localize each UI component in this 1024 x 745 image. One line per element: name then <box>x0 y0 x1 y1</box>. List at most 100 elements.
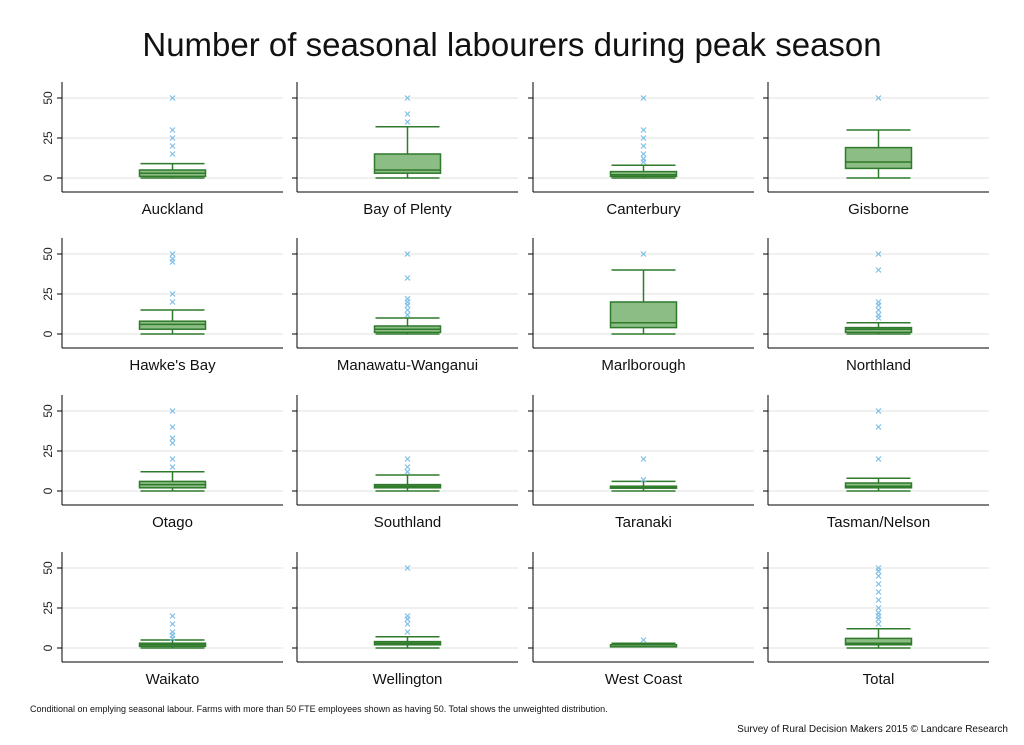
outlier-marker <box>404 464 411 470</box>
outlier-marker <box>169 255 176 262</box>
y-tick-label: 50 <box>41 247 55 261</box>
y-tick-label: 0 <box>41 330 55 337</box>
panel: Wellington <box>292 552 518 688</box>
y-tick-label: 25 <box>41 601 55 615</box>
panel: Gisborne <box>763 82 989 218</box>
panel-label: Canterbury <box>606 201 681 218</box>
iqr-box <box>844 146 913 170</box>
panel-label: Bay of Plenty <box>363 201 452 218</box>
outlier-marker <box>875 621 882 627</box>
panel: Total <box>763 552 989 688</box>
y-tick-label: 50 <box>41 404 55 418</box>
panel-label: Northland <box>846 357 911 374</box>
outlier-marker <box>640 135 647 141</box>
panel: 0 25 50 Hawke's Bay <box>41 238 283 374</box>
outlier-marker <box>640 143 647 149</box>
outlier-marker <box>169 408 176 414</box>
outlier-marker <box>404 111 411 117</box>
panel: Southland <box>292 395 518 531</box>
chart-title: Number of seasonal labourers during peak… <box>142 26 882 63</box>
outlier-marker <box>875 299 882 305</box>
panel-label: Waikato <box>146 671 200 688</box>
outlier-marker <box>404 311 411 318</box>
panel: 0 25 50 Otago <box>41 395 283 531</box>
panel: Canterbury <box>528 82 754 218</box>
outlier-marker <box>875 95 882 101</box>
panel-label: Marlborough <box>601 357 685 374</box>
outlier-marker <box>875 456 882 462</box>
outlier-marker <box>875 565 882 571</box>
panel-label: Hawke's Bay <box>129 357 216 374</box>
panel-label: Otago <box>152 514 193 531</box>
outlier-marker <box>875 267 882 273</box>
panel: Manawatu-Wanganui <box>292 238 518 374</box>
outlier-marker <box>169 613 176 619</box>
outlier-marker <box>875 581 882 587</box>
outlier-marker <box>875 251 882 257</box>
outlier-marker <box>875 597 882 603</box>
outlier-marker <box>169 464 176 470</box>
outlier-marker <box>169 135 176 141</box>
outlier-marker <box>169 127 176 133</box>
outlier-marker <box>169 456 176 462</box>
outlier-marker <box>169 291 176 297</box>
iqr-box <box>844 326 913 334</box>
iqr-box <box>844 482 913 489</box>
y-tick-label: 50 <box>41 561 55 575</box>
outlier-marker <box>169 95 176 101</box>
iqr-box <box>844 637 913 646</box>
outlier-marker <box>404 468 411 475</box>
iqr-box <box>609 301 678 329</box>
outlier-marker <box>404 95 411 101</box>
outlier-marker <box>875 424 882 430</box>
y-tick-label: 50 <box>41 91 55 105</box>
panel-label: Wellington <box>373 671 443 688</box>
chart-note: Conditional on emplying seasonal labour.… <box>30 704 608 714</box>
panel-label: Taranaki <box>615 514 672 531</box>
iqr-box <box>609 170 678 178</box>
outlier-marker <box>169 440 176 446</box>
outlier-marker <box>875 311 882 318</box>
outlier-marker <box>640 637 647 643</box>
outlier-marker <box>404 621 411 627</box>
panel-label: Southland <box>374 514 442 531</box>
panel: 0 25 50 Auckland <box>41 82 283 218</box>
outlier-marker <box>640 127 647 133</box>
y-tick-label: 25 <box>41 131 55 145</box>
panel: Marlborough <box>528 238 754 374</box>
panel: 0 25 50 Waikato <box>41 552 283 688</box>
panel: Bay of Plenty <box>292 82 518 218</box>
panel-label: Tasman/Nelson <box>827 514 930 531</box>
panel: West Coast <box>528 552 754 688</box>
panel-label: Gisborne <box>848 201 909 218</box>
outlier-marker <box>875 609 882 616</box>
panel-label: West Coast <box>605 671 683 688</box>
outlier-marker <box>640 251 647 257</box>
outlier-marker <box>404 565 411 571</box>
iqr-box <box>138 320 207 330</box>
iqr-box <box>373 153 442 174</box>
y-tick-label: 0 <box>41 644 55 651</box>
outlier-marker <box>875 307 882 313</box>
outlier-marker <box>404 295 411 302</box>
panel-label: Total <box>863 671 895 688</box>
outlier-marker <box>640 456 647 462</box>
outlier-marker <box>404 613 411 619</box>
outlier-marker <box>169 299 176 305</box>
y-tick-label: 25 <box>41 444 55 458</box>
panel: Northland <box>763 238 989 374</box>
outlier-marker <box>875 589 882 595</box>
panel-label: Auckland <box>142 201 204 218</box>
y-tick-label: 25 <box>41 287 55 301</box>
outlier-marker <box>169 621 176 627</box>
panel: Tasman/Nelson <box>763 395 989 531</box>
outlier-marker <box>875 408 882 414</box>
outlier-marker <box>875 573 882 579</box>
outlier-marker <box>640 155 647 162</box>
outlier-marker <box>875 605 882 611</box>
outlier-marker <box>404 456 411 462</box>
outlier-marker <box>404 119 411 125</box>
chart-source: Survey of Rural Decision Makers 2015 © L… <box>737 724 1008 735</box>
y-tick-label: 0 <box>41 174 55 181</box>
